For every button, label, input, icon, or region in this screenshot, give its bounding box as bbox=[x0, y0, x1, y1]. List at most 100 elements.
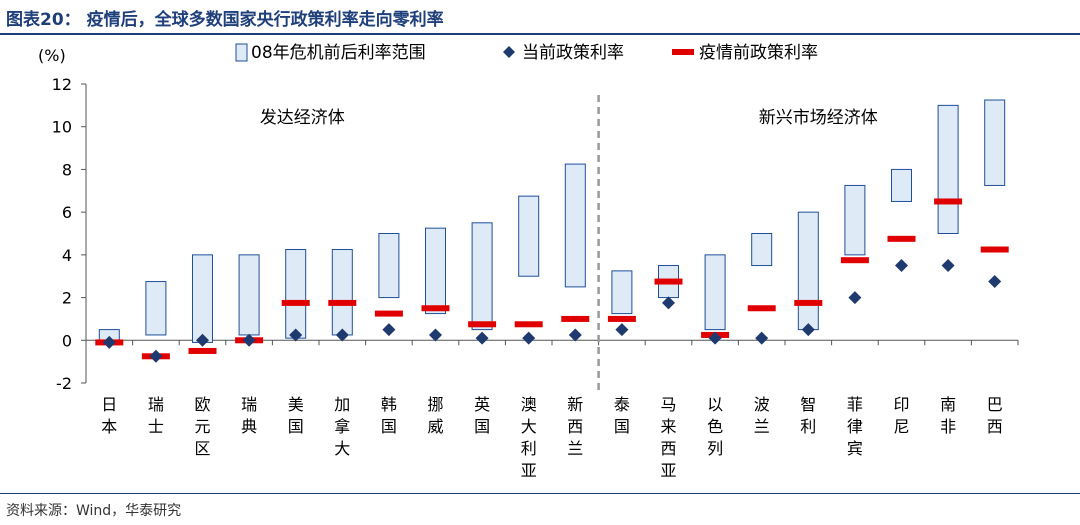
category-label-char: 国 bbox=[614, 417, 630, 436]
category-label-char: 尼 bbox=[893, 417, 909, 436]
y-tick-label: 4 bbox=[62, 246, 72, 265]
y-tick-label: 0 bbox=[62, 331, 72, 350]
category-label-char: 色 bbox=[707, 417, 723, 436]
current-marker bbox=[895, 259, 908, 273]
group-label-developed: 发达经济体 bbox=[260, 108, 345, 128]
current-marker bbox=[522, 331, 536, 345]
current-marker bbox=[708, 331, 722, 345]
category-label-char: 国 bbox=[381, 417, 397, 436]
current-marker bbox=[475, 331, 489, 345]
category-label-char: 韩 bbox=[381, 395, 397, 414]
y-tick-label: 8 bbox=[62, 160, 72, 179]
category-label-char: 利 bbox=[800, 417, 816, 436]
range-bar bbox=[704, 254, 726, 331]
category-label-char: 泰 bbox=[614, 395, 630, 414]
pre-pandemic-marker bbox=[281, 299, 310, 306]
current-marker bbox=[335, 328, 349, 342]
pre-pandemic-marker bbox=[514, 321, 543, 328]
range-bar bbox=[937, 104, 959, 234]
category-label-char: 挪 bbox=[427, 395, 443, 414]
category-label-char: 加 bbox=[334, 395, 350, 414]
category-label-char: 元 bbox=[194, 417, 210, 436]
category-label-char: 宾 bbox=[847, 439, 863, 458]
current-marker bbox=[941, 259, 955, 273]
range-bar bbox=[378, 233, 400, 299]
category-label-char: 巴 bbox=[987, 395, 1003, 414]
category-label-char: 美 bbox=[288, 395, 304, 414]
range-bar bbox=[751, 233, 773, 267]
pre-pandemic-marker bbox=[188, 347, 217, 354]
range-bar bbox=[797, 211, 819, 331]
category-label-char: 来 bbox=[660, 417, 676, 436]
category-label-char: 国 bbox=[474, 417, 490, 436]
y-tick-label: 10 bbox=[52, 118, 72, 137]
category-label-char: 印 bbox=[893, 395, 909, 414]
category-label-char: 亚 bbox=[660, 461, 676, 480]
pre-pandemic-marker bbox=[794, 299, 823, 306]
category-label-char: 南 bbox=[940, 395, 956, 414]
y-tick-label: -2 bbox=[56, 374, 72, 393]
pre-pandemic-marker bbox=[747, 305, 776, 312]
legend-range-label: 08年危机前后利率范围 bbox=[251, 43, 426, 63]
category-label-char: 欧 bbox=[194, 395, 210, 414]
category-label-char: 士 bbox=[148, 417, 164, 436]
range-bar bbox=[564, 163, 586, 288]
source-note: 资料来源：Wind，华泰研究 bbox=[6, 503, 182, 519]
title-rule bbox=[0, 33, 1080, 35]
category-label-char: 澳 bbox=[521, 395, 537, 414]
category-label-char: 国 bbox=[288, 417, 304, 436]
current-marker bbox=[149, 349, 163, 363]
current-marker bbox=[615, 323, 629, 337]
pre-pandemic-marker bbox=[934, 198, 963, 205]
pre-pandemic-marker bbox=[887, 235, 916, 242]
category-label-char: 西 bbox=[660, 439, 676, 458]
pre-pandemic-marker bbox=[980, 246, 1009, 253]
category-label-char: 新 bbox=[567, 395, 583, 414]
chart-title: 图表20： 疫情后，全球多数国家央行政策利率走向零利率 bbox=[6, 10, 444, 30]
pre-pandemic-marker bbox=[421, 305, 450, 312]
y-tick-label: 6 bbox=[62, 203, 72, 222]
range-bar bbox=[844, 184, 866, 256]
legend-current-label: 当前政策利率 bbox=[522, 43, 624, 63]
current-marker bbox=[242, 333, 256, 347]
range-bar bbox=[984, 99, 1006, 186]
legend-pre-label: 疫情前政策利率 bbox=[699, 43, 818, 63]
range-bar bbox=[285, 249, 307, 339]
current-marker bbox=[382, 323, 396, 337]
footer-rule bbox=[0, 493, 1080, 494]
category-label-char: 智 bbox=[800, 395, 816, 414]
y-axis-label: (%) bbox=[38, 46, 66, 65]
pre-pandemic-marker bbox=[654, 278, 683, 285]
category-label-char: 以 bbox=[707, 395, 723, 414]
current-marker bbox=[196, 333, 209, 347]
range-bar bbox=[891, 168, 912, 202]
category-label-char: 律 bbox=[847, 417, 863, 436]
range-bar bbox=[611, 270, 633, 315]
category-label-char: 兰 bbox=[567, 439, 583, 458]
current-marker bbox=[429, 328, 442, 342]
pre-pandemic-marker bbox=[328, 299, 357, 306]
category-label-char: 马 bbox=[660, 395, 676, 414]
category-label-char: 拿 bbox=[334, 417, 350, 436]
category-label-char: 本 bbox=[101, 417, 117, 436]
category-label-char: 大 bbox=[334, 439, 350, 458]
category-label-char: 菲 bbox=[847, 395, 863, 414]
range-bar bbox=[471, 222, 493, 331]
range-bar bbox=[331, 249, 353, 336]
y-tick-label: 12 bbox=[52, 75, 72, 94]
pre-pandemic-marker bbox=[561, 315, 590, 322]
category-label-char: 大 bbox=[521, 417, 537, 436]
category-label-char: 列 bbox=[707, 439, 723, 458]
group-label-emerging: 新兴市场经济体 bbox=[759, 108, 878, 128]
category-label-char: 亚 bbox=[521, 461, 537, 480]
category-label-char: 瑞 bbox=[148, 395, 164, 414]
category-label-char: 日 bbox=[101, 395, 117, 414]
category-label-char: 波 bbox=[754, 395, 770, 414]
category-label-char: 英 bbox=[474, 395, 490, 414]
category-label-char: 区 bbox=[194, 439, 210, 458]
category-label-char: 典 bbox=[241, 417, 257, 436]
category-label-char: 西 bbox=[987, 417, 1003, 436]
range-bar bbox=[238, 254, 260, 336]
current-marker bbox=[568, 328, 582, 342]
